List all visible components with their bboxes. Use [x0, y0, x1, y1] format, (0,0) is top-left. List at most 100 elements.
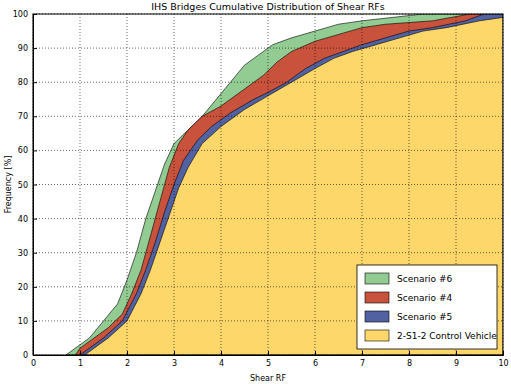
grid-line [33, 48, 503, 49]
x-axis-title: Shear RF [250, 374, 286, 383]
tick-mark [33, 355, 37, 356]
tick-mark [33, 253, 37, 254]
legend-swatch [365, 273, 389, 284]
tick: 5 [266, 351, 271, 368]
tick-label: 0 [23, 351, 28, 360]
tick-mark [33, 321, 37, 322]
tick-mark [33, 48, 37, 49]
tick-label: 40 [18, 215, 28, 224]
tick: 8 [407, 351, 412, 368]
grid-line [80, 14, 81, 355]
legend-label: Scenario #6 [397, 274, 453, 284]
plot-frame [33, 14, 503, 355]
tick-mark [362, 351, 363, 355]
legend-swatch [365, 292, 389, 303]
tick: 80 [18, 78, 37, 87]
title: IHS Bridges Cumulative Distribution of S… [151, 1, 385, 12]
tick-mark [315, 351, 316, 355]
legend-swatch [365, 330, 389, 341]
tick-mark [33, 185, 37, 186]
tick-label: 2 [125, 359, 130, 368]
tick: 9 [454, 351, 459, 368]
axis-line [34, 351, 504, 356]
tick-label: 0 [31, 359, 36, 368]
tick: 7 [360, 351, 365, 368]
tick-mark [503, 351, 504, 355]
chart: 0123456789100102030405060708090100Scenar… [0, 0, 511, 384]
tick-label: 80 [18, 78, 28, 87]
tick-label: 7 [360, 359, 365, 368]
tick-label: 50 [18, 181, 28, 190]
tick-label: 4 [219, 359, 224, 368]
tick-label: 10 [498, 359, 508, 368]
series-area [66, 14, 503, 355]
legend-label: Scenario #4 [397, 293, 453, 303]
tick-label: 60 [18, 146, 28, 155]
tick: 20 [18, 283, 37, 292]
legend-item: 2-S1-2 Control Vehicle [365, 330, 497, 341]
y-axis-title: Frequency [%] [4, 156, 13, 214]
tick-label: 90 [18, 44, 28, 53]
tick: 2 [125, 351, 130, 368]
tick-label: 100 [13, 10, 28, 19]
grid-line [33, 116, 503, 117]
tick-label: 6 [313, 359, 318, 368]
x-axis: 0 1 2 3 4 5 6 7 8 9 10 [31, 351, 509, 368]
tick-label: 1 [78, 359, 83, 368]
legend: Scenario #6 Scenario #4 Scenario #5 2-S1-2 … [357, 265, 497, 349]
series-area [85, 17, 503, 355]
tick: 10 [18, 317, 37, 326]
grid-line [33, 252, 503, 253]
tick: 30 [18, 249, 37, 258]
legend-box [357, 265, 497, 349]
tick: 0 [23, 351, 37, 360]
plot: 0123456789100102030405060708090100Scenar… [13, 10, 509, 368]
tick-mark [33, 287, 37, 288]
tick-label: 9 [454, 359, 459, 368]
tick-label: 70 [18, 112, 28, 121]
grid-line [33, 150, 503, 151]
tick: 3 [172, 351, 177, 368]
y-axis: 0 10 20 30 40 50 60 70 80 90 100 [13, 10, 37, 360]
tick: 4 [219, 351, 224, 368]
tick-mark [409, 351, 410, 355]
tick-mark [127, 351, 128, 355]
tick-label: 20 [18, 283, 28, 292]
legend-item: Scenario #5 [365, 311, 452, 322]
legend-label: 2-S1-2 Control Vehicle [397, 331, 497, 341]
axis-line [34, 15, 38, 356]
areas [66, 14, 503, 355]
tick-mark [33, 150, 37, 151]
tick-mark [33, 82, 37, 83]
grid-line [33, 218, 503, 219]
legend-item: Scenario #4 [365, 292, 453, 303]
tick-label: 10 [18, 317, 28, 326]
tick: 70 [18, 112, 37, 121]
grid [33, 14, 503, 355]
tick-mark [174, 351, 175, 355]
grid-line [221, 14, 222, 355]
tick-mark [456, 351, 457, 355]
tick: 6 [313, 351, 318, 368]
legend-item: Scenario #6 [365, 273, 453, 284]
tick-label: 30 [18, 249, 28, 258]
tick: 10 [498, 351, 508, 368]
grid-line [33, 184, 503, 185]
tick-mark [268, 351, 269, 355]
tick-mark [221, 351, 222, 355]
tick-mark [80, 351, 81, 355]
tick-label: 3 [172, 359, 177, 368]
tick: 100 [13, 10, 37, 19]
legend-label: Scenario #5 [397, 312, 452, 322]
tick-mark [33, 219, 37, 220]
tick: 90 [18, 44, 37, 53]
tick: 50 [18, 181, 37, 190]
tick: 1 [78, 351, 83, 368]
legend-swatch [365, 311, 389, 322]
tick-label: 8 [407, 359, 412, 368]
tick: 60 [18, 146, 37, 155]
grid-line [33, 82, 503, 83]
tick: 40 [18, 215, 37, 224]
tick-mark [33, 14, 37, 15]
tick-mark [33, 116, 37, 117]
